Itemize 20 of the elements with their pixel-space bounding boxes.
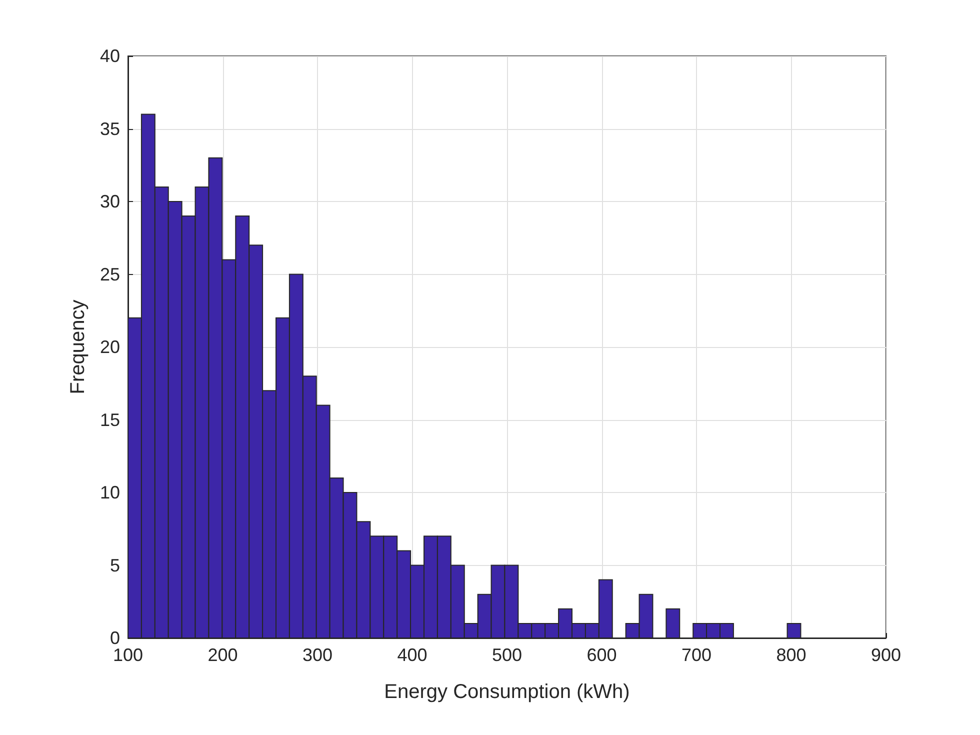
x-tick-label: 800 (776, 645, 806, 665)
y-tick-label: 10 (100, 482, 120, 502)
y-tick-label: 30 (100, 192, 120, 212)
x-tick-label: 400 (397, 645, 428, 665)
y-tick-label: 25 (100, 264, 120, 284)
x-tick-label: 900 (870, 645, 902, 665)
x-tick-label: 600 (586, 645, 617, 665)
x-axis-title: Energy Consumption (kWh) (384, 681, 630, 703)
x-tick-label: 700 (681, 645, 712, 665)
x-tick-label: 300 (302, 645, 333, 665)
y-tick-label: 5 (110, 555, 120, 576)
y-tick-label: 40 (100, 46, 120, 66)
x-tick-label: 200 (208, 645, 238, 665)
y-tick-label: 35 (100, 118, 120, 139)
x-tick-label: 100 (112, 645, 144, 665)
x-tick-label: 500 (492, 645, 522, 665)
y-tick-label: 15 (100, 410, 120, 430)
y-tick-label: 20 (100, 337, 120, 357)
y-tick-label: 0 (110, 628, 120, 648)
y-axis-title: Frequency (67, 300, 89, 394)
